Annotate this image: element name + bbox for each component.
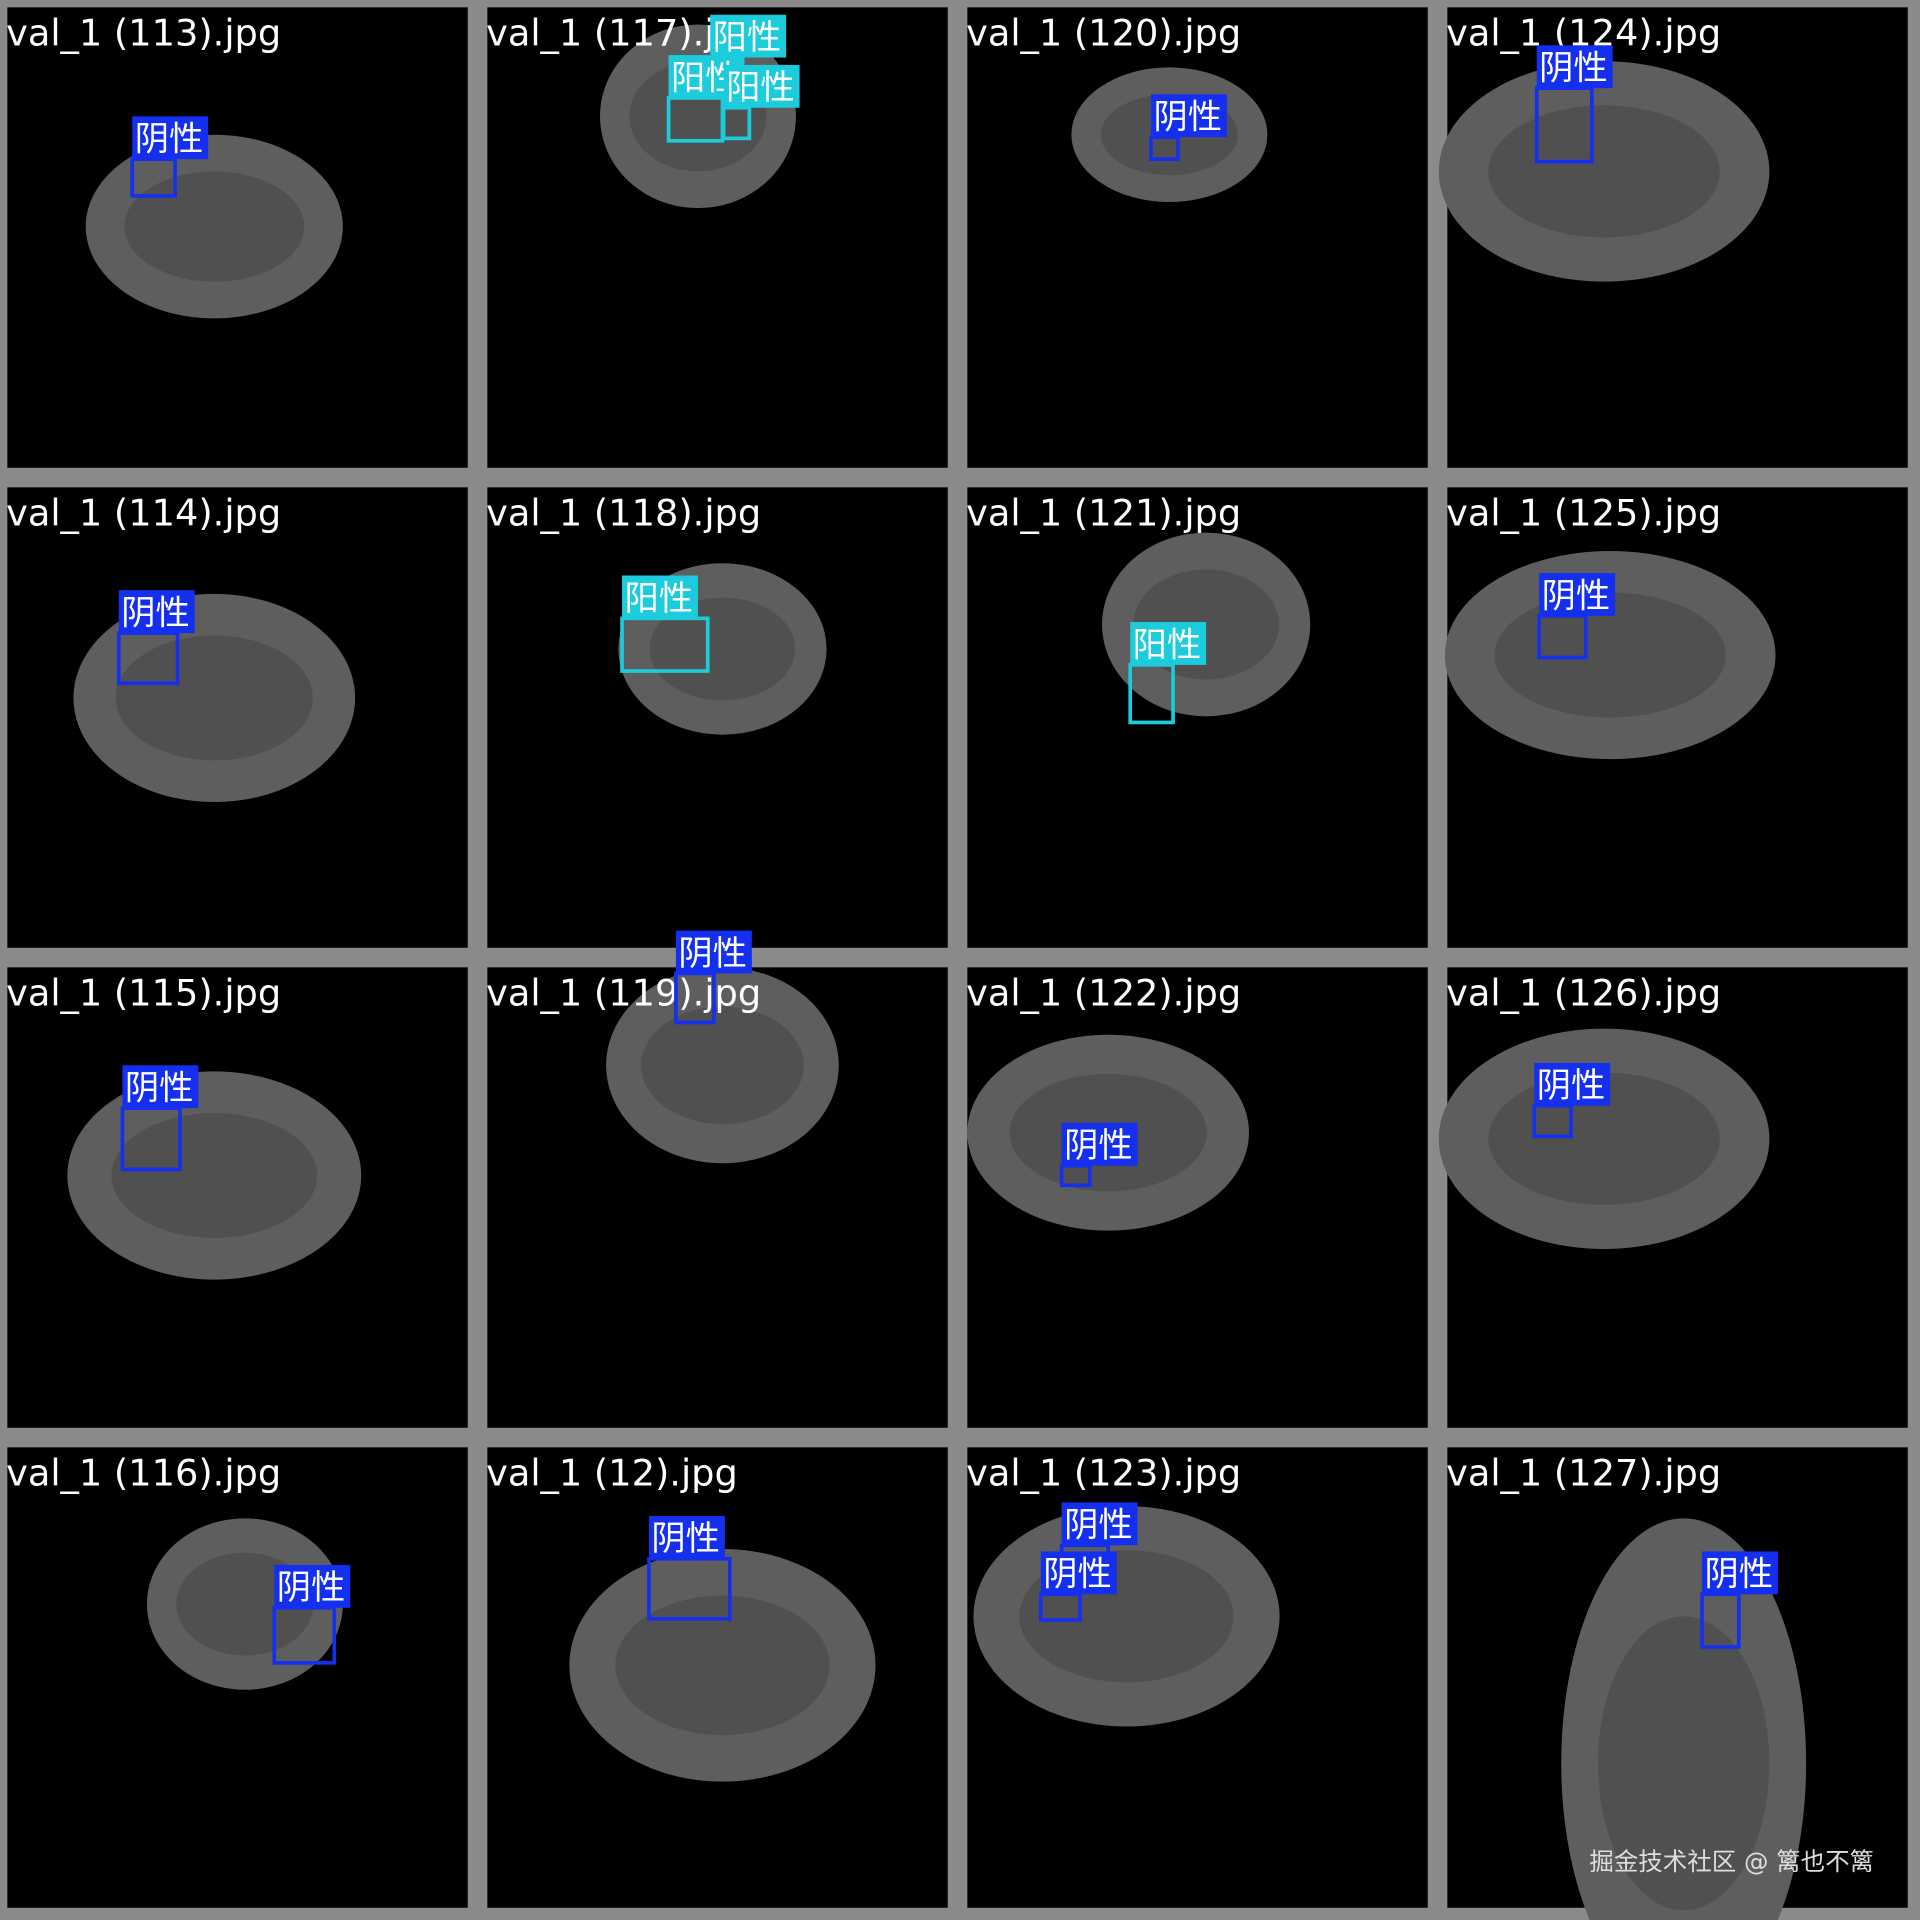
detection-label: 阴性 — [1536, 45, 1613, 89]
label-background — [710, 14, 787, 58]
label-text: 阳性 — [713, 18, 782, 58]
file-name: val_1 (116).jpg — [6, 1451, 281, 1494]
label-background — [1539, 573, 1616, 616]
detection-label: 阴性 — [118, 590, 195, 634]
image-tile: val_1 (114).jpg — [6, 487, 468, 948]
image-tile: val_1 (127).jpg — [1446, 1447, 1908, 1920]
detection-label: 阴性 — [1040, 1551, 1117, 1595]
detection-label: 阳性 — [622, 575, 698, 619]
file-name: val_1 (119).jpg — [486, 971, 761, 1014]
label-background — [132, 116, 209, 160]
label-background — [1534, 1062, 1611, 1106]
scan-tissue-inner — [111, 1113, 318, 1238]
file-name: val_1 (126).jpg — [1446, 971, 1721, 1014]
label-background — [274, 1564, 351, 1608]
image-tile: val_1 (122).jpg — [966, 967, 1428, 1428]
detection-label: 阴性 — [1061, 1502, 1138, 1546]
image-tile: val_1 (118).jpg — [486, 487, 948, 948]
detection-label: 阴性 — [1151, 94, 1227, 138]
image-tile: val_1 (115).jpg — [6, 967, 468, 1428]
label-background — [622, 575, 698, 619]
image-tile: val_1 (124).jpg — [1438, 7, 1908, 468]
file-name: val_1 (125).jpg — [1446, 491, 1721, 534]
label-text: 阳性 — [624, 579, 693, 619]
scan-tissue-inner — [641, 1006, 804, 1125]
image-tile: val_1 (120).jpg — [966, 7, 1428, 468]
label-text: 阳性 — [726, 68, 795, 108]
label-background — [1151, 94, 1227, 138]
file-name: val_1 (114).jpg — [6, 491, 281, 534]
label-text: 阴性 — [1064, 1506, 1133, 1546]
label-background — [118, 590, 195, 634]
detection-box — [1537, 614, 1588, 660]
label-text: 阴性 — [135, 120, 204, 160]
image-tile: val_1 (126).jpg — [1438, 967, 1908, 1428]
label-text: 阴性 — [121, 593, 190, 633]
label-background — [1130, 622, 1207, 665]
watermark: 掘金技术社区 @ 篱也不篱 — [1589, 1847, 1874, 1876]
label-text: 阴性 — [1153, 98, 1222, 138]
label-background — [1702, 1551, 1778, 1595]
image-tile: val_1 (119).jpg — [486, 967, 948, 1428]
label-text: 阴性 — [678, 934, 747, 974]
detection-label: 阴性 — [122, 1065, 199, 1109]
detection-label: 阳性 — [1130, 622, 1207, 665]
file-name: val_1 (121).jpg — [966, 491, 1241, 534]
label-background — [1061, 1122, 1138, 1166]
detection-label: 阴性 — [274, 1564, 351, 1608]
label-text: 阴性 — [1704, 1555, 1773, 1595]
label-background — [675, 930, 752, 974]
image-tile: val_1 (125).jpg — [1444, 487, 1908, 948]
label-text: 阴性 — [277, 1568, 346, 1608]
scan-tissue-inner — [1488, 105, 1720, 238]
detection-label: 阴性 — [648, 1515, 725, 1559]
file-name: val_1 (120).jpg — [966, 11, 1241, 54]
detection-label: 阴性 — [1702, 1551, 1778, 1595]
label-background — [648, 1515, 725, 1559]
detection-label: 阴性 — [675, 930, 752, 974]
detection-label: 阴性 — [1061, 1122, 1138, 1166]
label-text: 阴性 — [125, 1069, 194, 1109]
scan-tissue-inner — [115, 635, 313, 761]
label-background — [1040, 1551, 1117, 1595]
file-name: val_1 (118).jpg — [486, 491, 761, 534]
detection-label: 阳性 — [710, 14, 787, 58]
detection-box — [620, 616, 710, 673]
label-background — [1536, 45, 1613, 89]
image-tile: val_1 (12).jpg — [486, 1447, 948, 1908]
image-tile: val_1 (121).jpg — [966, 487, 1428, 948]
label-text: 阴性 — [1043, 1555, 1112, 1595]
scan-tissue-inner — [615, 1595, 830, 1736]
label-text: 阴性 — [1539, 49, 1608, 89]
label-text: 阴性 — [1542, 576, 1611, 616]
file-name: val_1 (113).jpg — [6, 11, 281, 54]
file-name: val_1 (127).jpg — [1446, 1451, 1721, 1494]
scan-tissue-inner — [649, 597, 796, 701]
label-background — [1061, 1502, 1138, 1546]
label-text: 阴性 — [1064, 1126, 1133, 1166]
image-tile: val_1 (116).jpg — [6, 1447, 468, 1908]
label-text: 阳性 — [1133, 625, 1202, 665]
file-name: val_1 (122).jpg — [966, 971, 1241, 1014]
detection-label: 阴性 — [1534, 1062, 1611, 1106]
detection-label: 阴性 — [1539, 573, 1616, 616]
detection-label: 阳性 — [723, 64, 800, 108]
image-tile: val_1 (123).jpg — [966, 1447, 1428, 1908]
tiles: val_1 (113).jpg val_1 (117).jpg val_1 (120… — [6, 7, 1908, 1920]
scan-tissue-inner — [1597, 1616, 1770, 1911]
file-name: val_1 (115).jpg — [6, 971, 281, 1014]
scan-tissue-inner — [1494, 592, 1726, 718]
label-text: 阴性 — [1537, 1066, 1606, 1106]
detection-label: 阴性 — [132, 116, 209, 160]
file-name: val_1 (12).jpg — [486, 1451, 738, 1494]
label-text: 阴性 — [651, 1519, 720, 1559]
scan-tissue-inner — [124, 171, 305, 282]
label-background — [723, 64, 800, 108]
file-name: val_1 (123).jpg — [966, 1451, 1241, 1494]
image-tile: val_1 (113).jpg — [6, 7, 468, 468]
label-background — [122, 1065, 199, 1109]
